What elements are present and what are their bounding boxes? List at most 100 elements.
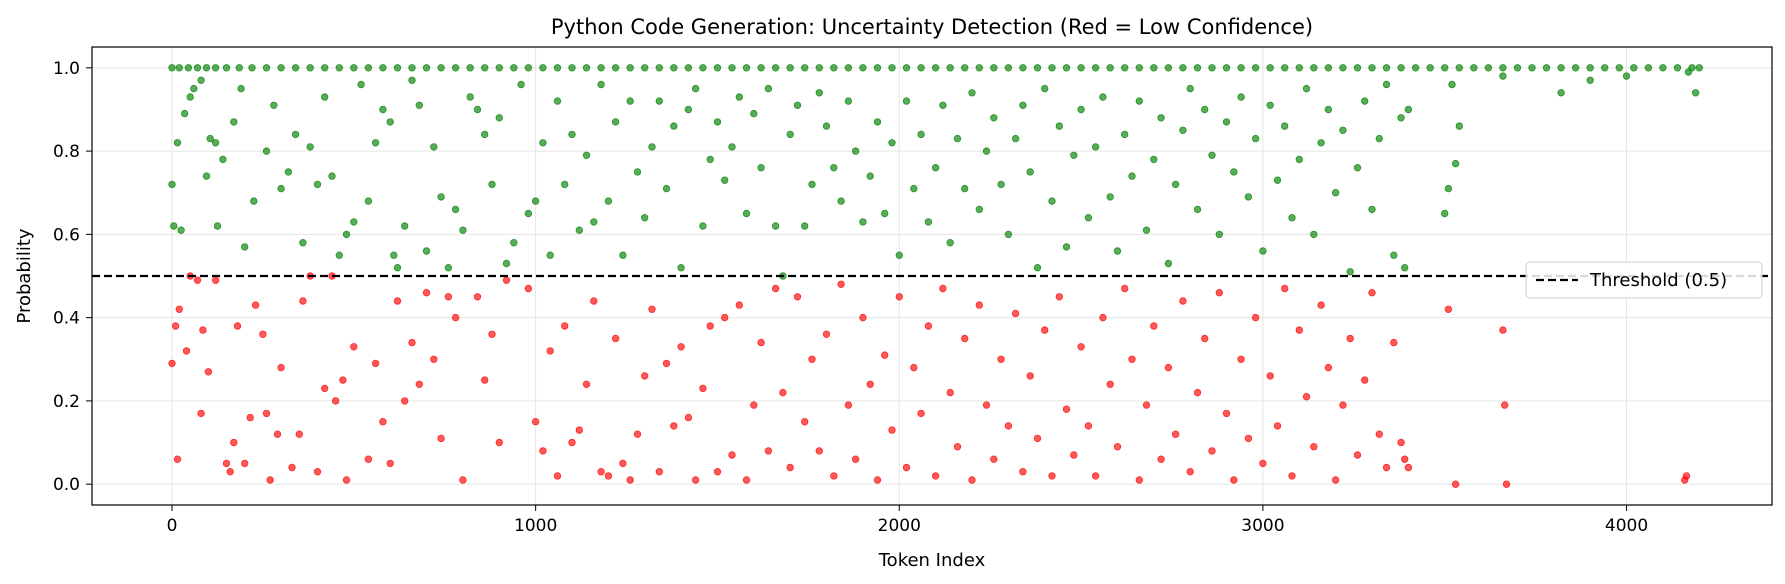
- data-point: [270, 101, 278, 109]
- data-point: [1375, 134, 1383, 143]
- data-point: [1099, 93, 1107, 101]
- data-point: [1099, 313, 1107, 322]
- data-point: [1179, 126, 1187, 134]
- data-point: [1390, 251, 1398, 259]
- data-point: [240, 459, 249, 468]
- data-point: [568, 438, 576, 447]
- data-point: [1382, 463, 1391, 472]
- data-point: [321, 64, 329, 72]
- data-point: [1011, 134, 1020, 143]
- data-point: [1499, 72, 1507, 80]
- data-point: [291, 130, 300, 139]
- data-point: [1222, 409, 1231, 418]
- data-point: [859, 313, 867, 322]
- data-point: [1375, 430, 1383, 438]
- data-point: [1339, 401, 1347, 409]
- data-point: [1451, 480, 1460, 488]
- data-point: [197, 409, 205, 418]
- data-point: [837, 197, 845, 205]
- data-point: [931, 472, 940, 480]
- data-point: [1411, 64, 1420, 72]
- data-point: [1004, 230, 1013, 239]
- data-point: [590, 297, 598, 305]
- data-point: [350, 218, 358, 226]
- data-point: [1397, 114, 1405, 122]
- y-tick-label: 1.0: [53, 59, 80, 79]
- data-point: [531, 418, 540, 426]
- data-point: [641, 64, 649, 72]
- data-point: [415, 101, 423, 109]
- data-point: [510, 64, 518, 72]
- data-point: [881, 351, 889, 359]
- data-point: [830, 163, 838, 172]
- data-point: [1106, 193, 1114, 201]
- data-point: [1244, 193, 1253, 201]
- y-axis-label: Probability: [14, 228, 35, 323]
- data-point: [851, 147, 860, 155]
- data-point: [735, 301, 743, 309]
- data-point: [582, 64, 591, 72]
- data-point: [342, 476, 351, 484]
- data-point: [277, 64, 285, 72]
- data-point: [379, 105, 387, 114]
- data-point: [670, 64, 678, 72]
- data-point: [1070, 151, 1078, 159]
- data-point: [1339, 64, 1347, 72]
- data-point: [371, 359, 380, 368]
- data-point: [706, 322, 714, 330]
- data-point: [626, 64, 634, 72]
- data-point: [1128, 355, 1136, 363]
- data-point: [251, 301, 260, 309]
- data-point: [1324, 64, 1333, 72]
- data-point: [1571, 64, 1580, 72]
- data-point: [488, 330, 496, 338]
- data-point: [379, 64, 387, 72]
- data-point: [764, 447, 773, 455]
- data-point: [466, 64, 474, 72]
- data-point: [1310, 64, 1318, 72]
- data-point: [1324, 363, 1333, 372]
- data-point: [1186, 84, 1194, 93]
- data-point: [1448, 80, 1456, 89]
- data-point: [1310, 230, 1318, 239]
- y-tick-label: 0.2: [53, 392, 80, 412]
- data-point: [211, 64, 220, 72]
- data-point: [408, 338, 416, 347]
- data-point: [1586, 64, 1594, 72]
- data-point: [990, 64, 998, 72]
- data-point: [393, 264, 402, 272]
- data-point: [1048, 64, 1056, 72]
- data-point: [1273, 176, 1282, 184]
- data-point: [1135, 64, 1143, 72]
- data-point: [931, 163, 940, 172]
- data-point: [531, 197, 540, 205]
- data-point: [481, 376, 489, 384]
- data-point: [1070, 451, 1078, 459]
- data-point: [1142, 401, 1151, 409]
- data-point: [859, 218, 867, 226]
- data-point: [1280, 64, 1289, 72]
- data-point: [633, 168, 642, 176]
- data-point: [662, 184, 671, 193]
- data-point: [1630, 64, 1638, 72]
- data-point: [1360, 97, 1369, 105]
- data-point: [202, 172, 211, 180]
- data-point: [1499, 326, 1507, 334]
- data-point: [1295, 326, 1303, 334]
- data-point: [597, 80, 605, 89]
- data-point: [611, 64, 620, 72]
- data-point: [248, 64, 256, 72]
- data-point: [677, 264, 685, 272]
- data-point: [902, 463, 911, 472]
- data-point: [728, 64, 736, 72]
- data-point: [873, 476, 882, 484]
- data-point: [728, 143, 736, 151]
- data-point: [1353, 163, 1362, 172]
- data-point: [1208, 447, 1216, 455]
- data-point: [401, 397, 409, 405]
- data-point: [1470, 64, 1478, 72]
- data-point: [1237, 355, 1245, 363]
- data-point: [1600, 64, 1609, 72]
